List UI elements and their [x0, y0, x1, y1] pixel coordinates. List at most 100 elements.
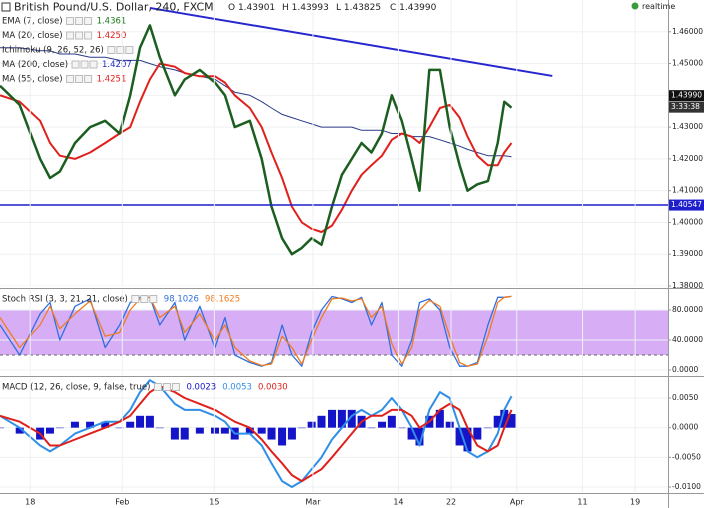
legend-icon[interactable] — [84, 17, 93, 25]
histogram-bar — [317, 415, 326, 428]
series-line — [0, 385, 513, 483]
series-line — [0, 295, 512, 367]
histogram-bar — [500, 409, 509, 428]
legend-icon[interactable] — [89, 60, 98, 69]
histogram-bar — [15, 427, 24, 434]
histogram-bar — [463, 427, 472, 452]
x-tick-label: 22 — [446, 498, 456, 507]
y-tick-label: 1.40000 — [672, 217, 703, 226]
pane-title: Stoch RSI (3, 3, 21, 21, close) — [2, 295, 128, 305]
legend-icon[interactable] — [84, 75, 93, 83]
y-tick-label: 0.0000 — [672, 365, 698, 374]
histogram-bar — [473, 427, 482, 440]
legend-icon[interactable] — [66, 31, 75, 40]
histogram-bar — [415, 427, 424, 446]
ohlc-high: H 1.43993 — [282, 3, 329, 13]
indicator-name: MA (200, close) — [2, 60, 68, 70]
collapse-icon[interactable] — [1, 2, 11, 12]
histogram-bar — [115, 427, 124, 429]
histogram-bar — [155, 427, 164, 429]
y-tick-label: 1.43000 — [672, 122, 703, 131]
pane-value: 0.0030 — [258, 383, 288, 393]
pane-value: 98.1026 — [164, 295, 199, 305]
indicator-value: 1.4207 — [102, 60, 132, 70]
legend-icon[interactable] — [107, 46, 116, 54]
y-tick-label: 1.41000 — [672, 186, 703, 195]
legend-icon[interactable] — [149, 295, 158, 303]
ohlc-close: C 1.43990 — [390, 3, 437, 13]
series-line — [0, 379, 513, 488]
histogram-bar — [507, 414, 516, 428]
indicator-name: MA (20, close) — [2, 31, 63, 41]
histogram-bar — [445, 421, 454, 428]
legend-icon[interactable] — [171, 383, 180, 391]
price-label-box — [669, 90, 704, 102]
y-tick-label: -0.0100 — [672, 482, 701, 491]
histogram-bar — [210, 427, 219, 434]
histogram-bar — [287, 427, 296, 440]
histogram-bar — [328, 409, 337, 428]
x-tick-label: Apr — [510, 498, 525, 507]
histogram-bar — [195, 427, 204, 434]
x-tick-label: 18 — [25, 498, 35, 507]
histogram-bar — [55, 427, 64, 429]
legend-icon[interactable] — [153, 383, 162, 391]
histogram-bar — [493, 415, 502, 428]
pane-value: 98.1625 — [205, 295, 240, 305]
legend-icon[interactable] — [71, 60, 80, 69]
indicator-name: EMA (7, close) — [2, 17, 63, 27]
histogram-bar — [136, 415, 145, 428]
legend-icon[interactable] — [75, 75, 84, 83]
pane-value: 0.0023 — [186, 383, 216, 393]
histogram-bar — [86, 421, 95, 428]
histogram-bar — [455, 427, 464, 446]
y-tick-label: 1.42000 — [672, 154, 703, 163]
legend-icon[interactable] — [66, 17, 75, 25]
legend-icon[interactable] — [131, 295, 140, 303]
histogram-bar — [145, 415, 154, 428]
histogram-bar — [337, 409, 346, 428]
legend-icon[interactable] — [125, 46, 134, 54]
histogram-bar — [387, 415, 396, 428]
legend-icon[interactable] — [75, 31, 84, 40]
ohlc-open: O 1.43901 — [228, 3, 275, 13]
pane — [0, 379, 668, 488]
histogram-bar — [377, 421, 386, 428]
histogram-bar — [180, 427, 189, 440]
x-tick-label: 14 — [393, 498, 403, 507]
legend-icon[interactable] — [162, 383, 171, 391]
indicator-value: 1.4250 — [97, 31, 127, 41]
countdown-box — [669, 101, 704, 113]
indicator-value: 1.4251 — [97, 75, 127, 85]
histogram-bar — [0, 427, 4, 429]
histogram-bar — [278, 427, 287, 446]
histogram-bar — [126, 421, 135, 428]
histogram-bar — [407, 427, 416, 440]
legend-icon[interactable] — [80, 60, 89, 69]
y-tick-label: 1.38000 — [672, 281, 703, 290]
ohlc-low: L 1.43825 — [336, 3, 381, 13]
status-dot — [631, 2, 639, 10]
y-tick-label: -0.0050 — [672, 452, 701, 461]
series-line — [0, 47, 512, 158]
histogram-bar — [70, 421, 79, 428]
y-tick-label: 1.39000 — [672, 249, 703, 258]
histogram-bar — [170, 427, 179, 440]
chart-title: British Pound/U.S. Dollar, 240, FXCM — [14, 1, 214, 14]
y-tick-label: 80.0000 — [672, 305, 703, 314]
histogram-bar — [257, 427, 266, 434]
legend-icon[interactable] — [75, 17, 84, 25]
status: realtime — [642, 2, 675, 11]
legend-icon[interactable] — [66, 75, 75, 83]
trendline — [149, 6, 553, 77]
series-line — [0, 62, 513, 233]
legend-icon[interactable] — [140, 295, 149, 303]
price-label: 1.40547 — [671, 200, 702, 209]
x-tick-label: Mar — [305, 498, 321, 507]
histogram-bar — [483, 427, 492, 429]
indicator-value: 1.4361 — [97, 17, 127, 27]
legend-icon[interactable] — [84, 31, 93, 40]
legend-icon[interactable] — [116, 46, 125, 54]
